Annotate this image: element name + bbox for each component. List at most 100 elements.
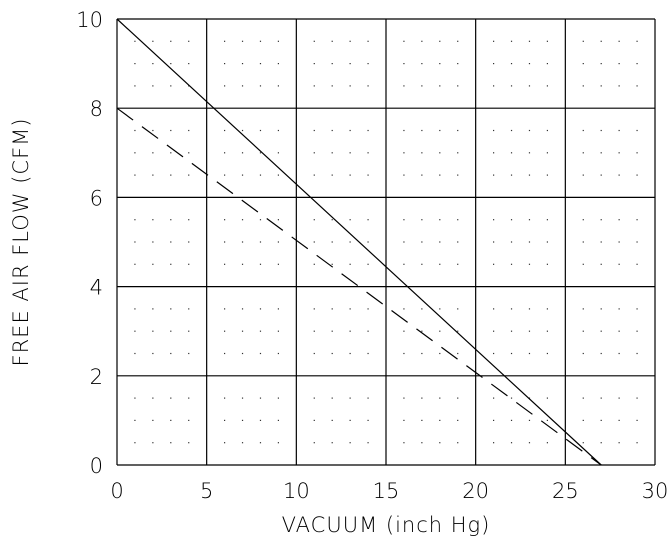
minor-grid-dot [582,85,584,87]
minor-grid-dot [421,419,423,421]
minor-grid-dot [367,63,369,65]
minor-grid-dot [510,40,513,42]
y-tick-label: 0 [90,454,103,478]
minor-grid-dot [546,419,548,421]
minor-grid-dot [439,442,441,444]
minor-grid-dot [224,241,226,243]
minor-grid-dot [224,419,226,421]
minor-grid-dot [241,352,244,355]
minor-grid-dot [259,397,262,399]
minor-grid-dot [134,174,136,176]
minor-grid-dot [582,129,584,132]
minor-grid-dot [510,129,513,132]
minor-grid-dot [349,174,351,176]
minor-grid-dot [349,40,351,42]
minor-grid-dot [457,241,459,243]
minor-grid-dot [457,263,459,265]
minor-grid-dot [493,397,495,399]
minor-grid-dot [403,330,405,332]
minor-grid-dot [152,152,154,154]
minor-grid-dot [170,352,172,355]
minor-grid-dot [493,330,495,332]
minor-grid-dot [349,129,351,132]
minor-grid-dot [349,308,351,310]
minor-grid-dot [331,241,333,243]
minor-grid-dot [636,330,638,332]
minor-grid-dot [403,129,405,132]
minor-grid-dot [636,219,638,221]
minor-grid-dot [349,152,351,154]
minor-grid-dot [188,85,190,87]
minor-grid-dot [367,419,369,421]
minor-grid-dot [152,442,154,444]
dashed-series-line [116,107,602,466]
minor-grid-dot [331,174,333,176]
minor-grid-dot [188,219,190,221]
minor-grid-dot [152,174,154,176]
minor-grid-dot [277,63,279,65]
y-tick-label: 6 [90,186,103,210]
minor-grid-dot [403,174,405,176]
minor-grid-dot [349,263,351,265]
minor-grid-dot [636,308,638,310]
minor-grid-dot [403,219,405,221]
minor-grid-dot [331,40,333,42]
minor-grid-dot [259,152,262,154]
minor-grid-dot [636,419,638,421]
minor-grid-dot [636,397,638,399]
minor-grid-dot [457,129,459,132]
minor-grid-dot [618,442,620,444]
minor-grid-dot [331,352,333,355]
minor-grid-dot [134,419,136,421]
minor-grid-dot [600,219,602,221]
minor-grid-dot [134,330,136,332]
minor-grid-dot [259,40,262,42]
minor-grid-dot [224,40,226,42]
minor-grid-dot [528,63,531,65]
x-tick-label: 20 [462,479,489,503]
minor-grid-dot [510,397,513,399]
minor-grid-dot [224,129,226,132]
minor-grid-dot [493,152,495,154]
minor-grid-dot [188,63,190,65]
minor-grid-dot [224,219,226,221]
minor-grid-dot [546,442,548,444]
minor-grid-dot [259,174,262,176]
minor-grid-dot [224,352,226,355]
minor-grid-dot [152,397,154,399]
minor-grid-dot [636,352,638,355]
minor-grid-dot [582,241,584,243]
minor-grid-dot [170,174,172,176]
minor-grid-dot [457,152,459,154]
x-tick-label: 0 [110,479,123,503]
minor-grid-dot [618,308,620,310]
minor-grid-dot [582,397,584,399]
x-tick-label: 15 [373,479,400,503]
minor-grid-dot [349,219,351,221]
minor-grid-dot [618,63,620,65]
minor-grid-dot [241,419,244,421]
minor-grid-dot [259,85,262,87]
minor-grid-dot [510,85,513,87]
minor-grid-dot [403,241,405,243]
minor-grid-dot [152,263,154,265]
minor-grid-dot [439,85,441,87]
minor-grid-dot [421,352,423,355]
minor-grid-dot [241,263,244,265]
minor-grid-dot [241,63,244,65]
minor-grid-dot [134,129,136,132]
minor-grid-dot [277,129,279,132]
minor-grid-dot [636,85,638,87]
minor-grid-dot [439,330,441,332]
minor-grid-dot [528,152,531,154]
minor-grid-dot [188,40,190,42]
minor-grid-dot [134,219,136,221]
minor-grid-dot [510,241,513,243]
minor-grid-dot [313,63,315,65]
minor-grid-dot [367,442,369,444]
minor-grid-dot [367,330,369,332]
minor-grid-dot [277,419,279,421]
minor-grid-dot [331,219,333,221]
minor-grid-dot [259,330,262,332]
minor-grid-dot [403,397,405,399]
